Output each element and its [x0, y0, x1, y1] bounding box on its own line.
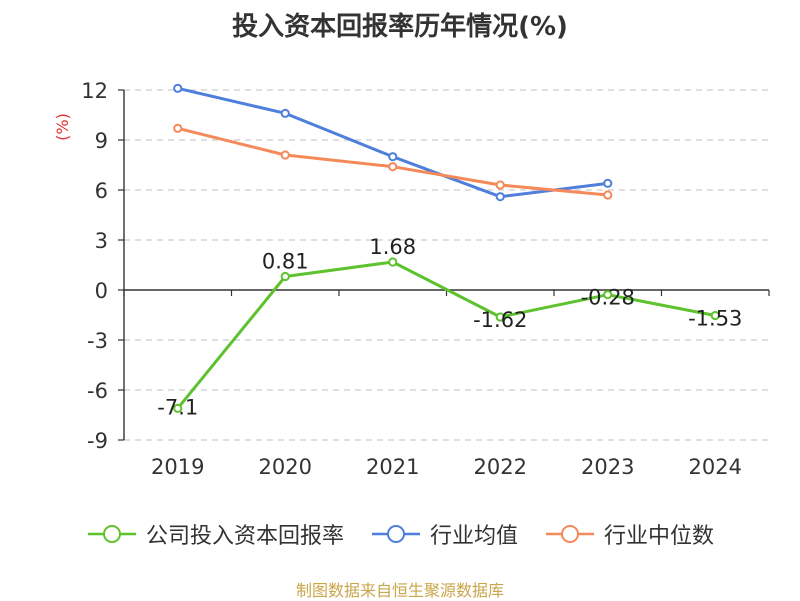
y-tick-label: -9	[87, 429, 108, 453]
data-point	[495, 312, 505, 322]
legend: 公司投入资本回报率 行业均值 行业中位数	[0, 518, 800, 550]
data-point	[388, 162, 398, 172]
legend-label: 行业均值	[429, 524, 518, 549]
data-point	[388, 152, 398, 162]
data-point	[495, 180, 505, 190]
data-point	[173, 123, 183, 133]
x-tick-label: 2020	[259, 455, 312, 479]
series-line-2	[177, 126, 608, 197]
y-tick-label: 3	[95, 229, 108, 253]
data-point	[603, 190, 613, 200]
legend-swatch-icon	[371, 525, 420, 543]
y-tick-label: -3	[87, 329, 108, 353]
data-point	[280, 150, 290, 160]
legend-item-2[interactable]: 行业中位数	[544, 518, 714, 550]
data-point	[495, 192, 505, 202]
data-label: 0.81	[262, 250, 309, 274]
data-point	[280, 271, 290, 282]
data-label: -1.53	[688, 307, 742, 331]
legend-item-0[interactable]: 公司投入资本回报率	[86, 518, 344, 550]
y-tick-label: 9	[95, 129, 108, 153]
y-axis-unit-label: (%)	[53, 113, 72, 141]
data-label: -1.62	[473, 308, 527, 332]
legend-item-1[interactable]: 行业均值	[370, 518, 518, 550]
data-point	[603, 290, 613, 300]
data-labels: -7.1 0.81 1.68 -1.62 -0.28 -1.53	[157, 235, 742, 419]
x-tick-label: 2022	[474, 455, 527, 479]
x-tick-label: 2024	[689, 455, 742, 479]
grid-lines	[124, 89, 769, 441]
x-tick-label: 2019	[151, 455, 204, 479]
data-label: -0.28	[581, 286, 635, 310]
chart-title: 投入资本回报率历年情况(%)	[232, 12, 568, 42]
y-tick-label: 6	[95, 179, 108, 203]
data-point	[388, 257, 398, 267]
series-lines	[173, 83, 720, 413]
series-line-0	[176, 260, 716, 410]
y-tick-label: -6	[87, 379, 108, 403]
legend-label: 行业中位数	[604, 524, 715, 549]
axes: 12 9 6 3 0 -3 -6 -9 2019 2020 2021 2022 2023 2024	[81, 79, 770, 479]
data-point	[280, 108, 290, 118]
y-tick-label: 0	[95, 279, 108, 303]
data-point	[710, 310, 720, 321]
source-note: 制图数据来自恒生聚源数据库	[295, 581, 504, 600]
legend-swatch-icon	[546, 525, 594, 543]
y-tick-label: 12	[81, 79, 108, 103]
data-point	[173, 83, 183, 93]
x-tick-label: 2023	[581, 455, 634, 479]
data-point	[173, 403, 183, 413]
data-label: 1.68	[369, 235, 416, 259]
x-tick-label: 2021	[366, 455, 419, 479]
series-line-1	[177, 86, 608, 199]
data-point	[603, 178, 613, 188]
legend-swatch-icon	[87, 525, 136, 543]
legend-label: 公司投入资本回报率	[145, 524, 344, 549]
data-label: -7.1	[157, 395, 198, 419]
